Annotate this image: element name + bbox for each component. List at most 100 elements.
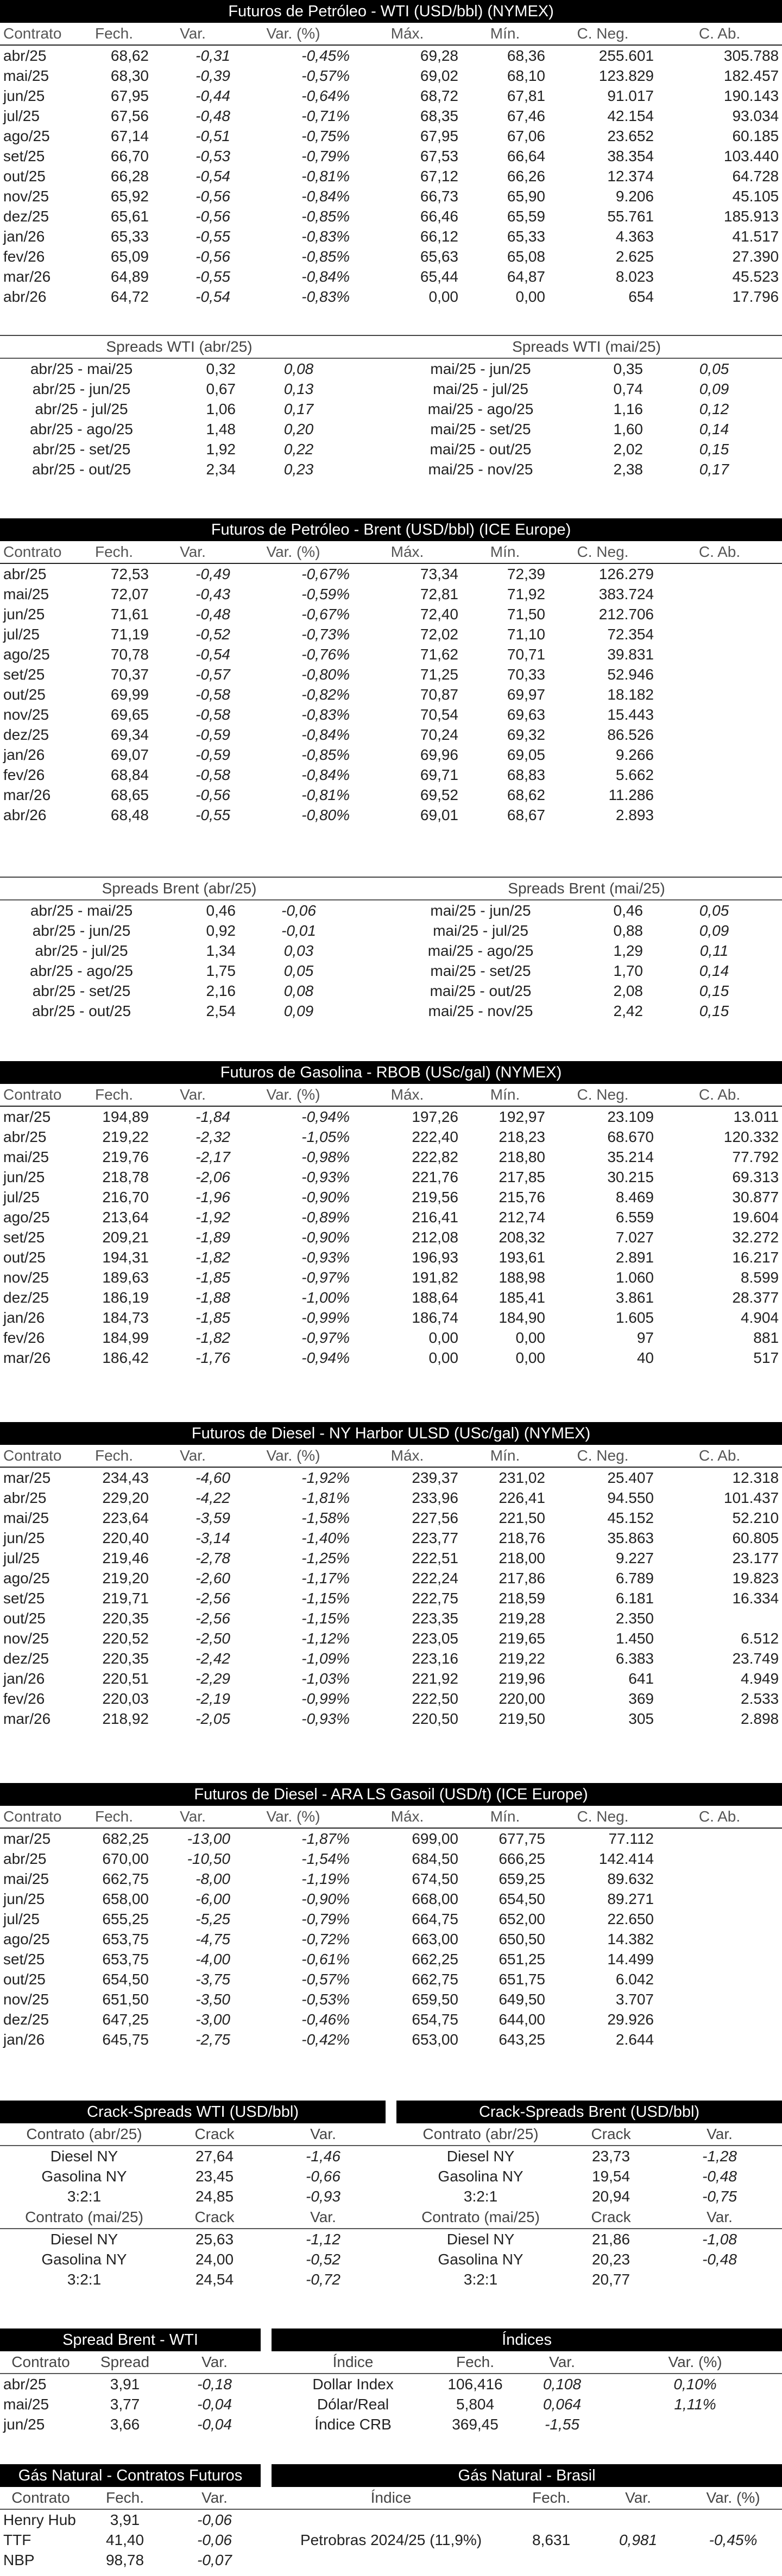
crack-label: Gasolina NY xyxy=(41,2167,127,2185)
value-cell: 126.279 xyxy=(598,565,654,582)
value-cell: 186,42 xyxy=(102,1349,149,1366)
wti-spreads-section: Spreads WTI (abr/25) Spreads WTI (mai/25… xyxy=(0,335,782,479)
spacer xyxy=(358,439,391,459)
value-cell: 18.182 xyxy=(607,686,654,703)
var-cell: -0,18 xyxy=(197,2375,232,2393)
wti-spread-left-title: Spreads WTI (abr/25) xyxy=(0,335,358,359)
column-header: C. Neg. xyxy=(548,1806,657,1829)
gas-header-row: Contrato Fech. Var. Índice Fech. Var. Var. (%) xyxy=(0,2487,782,2510)
spread-row: abr/25 - out/25 2,34 0,23 mai/25 - nov/25 2,… xyxy=(0,459,782,479)
contract-cell: jun/25 xyxy=(3,87,45,104)
value-cell: 12.318 xyxy=(732,1469,779,1486)
contract-cell: set/25 xyxy=(3,665,45,683)
contract-cell: ago/25 xyxy=(3,127,50,144)
value-cell: 66,28 xyxy=(110,167,149,185)
column-header: Mín. xyxy=(462,1806,548,1829)
value-cell: 222,51 xyxy=(412,1549,458,1566)
empty-cell xyxy=(592,2509,684,2530)
value-cell: -0,45% xyxy=(301,47,350,64)
value-cell: 71,19 xyxy=(110,625,149,643)
table-row: jul/25 67,56 -0,48 -0,71% 68,35 67,46 42.154 93… xyxy=(0,106,782,126)
value-cell: 68,65 xyxy=(110,786,149,803)
table-row: jun/25 3,66 -0,04 Índice CRB 369,45 -1,55 xyxy=(0,2414,782,2434)
value-cell: 69,28 xyxy=(420,47,458,64)
spread-value: 2,34 xyxy=(206,460,236,478)
value-cell: -1,87% xyxy=(301,1830,350,1847)
table-row: dez/25 647,25 -3,00 -0,46% 654,75 644,00 29.92… xyxy=(0,2009,782,2029)
value-cell: 215,76 xyxy=(499,1188,545,1205)
value-cell: 65,44 xyxy=(420,268,458,285)
spread-row: abr/25 - jun/25 0,67 0,13 mai/25 - jul/25 0,… xyxy=(0,379,782,399)
column-header: Var. xyxy=(168,2351,261,2374)
column-header: Var. xyxy=(152,1806,234,1829)
value-cell: -0,58 xyxy=(195,706,230,723)
value-cell: 649,50 xyxy=(499,1990,545,2008)
value-cell: 213,64 xyxy=(102,1208,149,1226)
table-row: fev/26 220,03 -2,19 -0,99% 222,50 220,00 369 2.… xyxy=(0,1689,782,1709)
gas-section: Gás Natural - Contratos Futuros Gás Natu… xyxy=(0,2464,782,2570)
value-cell: 123.829 xyxy=(598,67,654,84)
table-row: abr/26 68,48 -0,55 -0,80% 69,01 68,67 2.893 xyxy=(0,805,782,825)
contract-cell: abr/25 xyxy=(3,1850,47,1867)
value-cell: -0,93% xyxy=(301,1710,350,1727)
value-cell: 6.181 xyxy=(615,1589,654,1607)
contract-cell: nov/25 xyxy=(3,706,49,723)
value-cell: 2.625 xyxy=(615,248,654,265)
table-row: TTF 41,40 -0,06 Petrobras 2024/25 (11,9%) 8,… xyxy=(0,2530,782,2550)
column-header: Índice xyxy=(272,2351,435,2374)
spacer xyxy=(386,2146,396,2166)
value-cell: 30.877 xyxy=(732,1188,779,1205)
spread-var: 0,13 xyxy=(283,380,314,397)
contract-cell: mar/25 xyxy=(3,1830,51,1847)
crack-label: Gasolina NY xyxy=(438,2250,524,2268)
value-cell: -0,53 xyxy=(195,147,230,164)
value-cell: -1,88 xyxy=(195,1289,230,1306)
column-header: Fech. xyxy=(81,2487,168,2510)
value-cell: -0,79% xyxy=(301,147,350,164)
value-cell: 659,50 xyxy=(412,1990,458,2008)
crack-header-row: Contrato (mai/25) Crack Var. Contrato (mai/… xyxy=(0,2206,782,2229)
spread-label: mai/25 - nov/25 xyxy=(428,1002,533,1019)
value-cell xyxy=(657,584,782,604)
table-row: fev/26 184,99 -1,82 -0,97% 0,00 0,00 97 881 xyxy=(0,1328,782,1348)
crack-label: Diesel NY xyxy=(50,2147,118,2165)
value-cell: -0,56 xyxy=(195,207,230,225)
value-cell: 69,63 xyxy=(507,706,545,723)
value-cell: -0,75% xyxy=(301,127,350,144)
value-cell: 67,95 xyxy=(110,87,149,104)
value-cell: 64,89 xyxy=(110,268,149,285)
contract-cell: jul/25 xyxy=(3,625,40,643)
crack-value: 24,00 xyxy=(195,2250,234,2268)
value-cell: 35.214 xyxy=(607,1148,654,1165)
value-cell: 221,76 xyxy=(412,1168,458,1185)
table-row: out/25 66,28 -0,54 -0,81% 67,12 66,26 12.374 64… xyxy=(0,166,782,186)
value-cell: -1,96 xyxy=(195,1188,230,1205)
value-cell: 223,77 xyxy=(412,1529,458,1546)
spread-label: abr/25 - set/25 xyxy=(32,982,131,999)
crack-value: 23,73 xyxy=(591,2147,630,2165)
spread-label: abr/25 - set/25 xyxy=(32,440,131,458)
value-cell: 220,35 xyxy=(102,1649,149,1667)
var-pct-cell: 1,11% xyxy=(674,2395,716,2413)
value-cell: 69,97 xyxy=(507,686,545,703)
value-cell: -0,79% xyxy=(301,1910,350,1927)
value-cell: -0,46% xyxy=(301,2010,350,2028)
spread-var: 0,15 xyxy=(699,440,729,458)
wti-table: Futuros de Petróleo - WTI (USD/bbl) (NYM… xyxy=(0,0,782,307)
spacer xyxy=(386,2249,396,2269)
table-row: set/25 219,71 -2,56 -1,15% 222,75 218,59 6.181… xyxy=(0,1588,782,1608)
spacer xyxy=(386,2229,396,2249)
value-cell: 223,35 xyxy=(412,1609,458,1627)
table-row: nov/25 65,92 -0,56 -0,84% 66,73 65,90 9.206 45.… xyxy=(0,186,782,206)
value-cell: 97 xyxy=(636,1329,654,1346)
value-cell: 654,50 xyxy=(499,1890,545,1907)
spread-var: 0,03 xyxy=(283,942,314,959)
value-cell: -0,99% xyxy=(301,1309,350,1326)
spread-value: 0,35 xyxy=(613,360,644,377)
crack-value: 25,63 xyxy=(195,2230,234,2248)
value-cell: -0,81% xyxy=(301,167,350,185)
value-cell: 643,25 xyxy=(499,2031,545,2048)
crack-value: 24,85 xyxy=(195,2187,234,2205)
column-header: Contrato xyxy=(0,2487,81,2510)
value-cell: 6.559 xyxy=(615,1208,654,1226)
